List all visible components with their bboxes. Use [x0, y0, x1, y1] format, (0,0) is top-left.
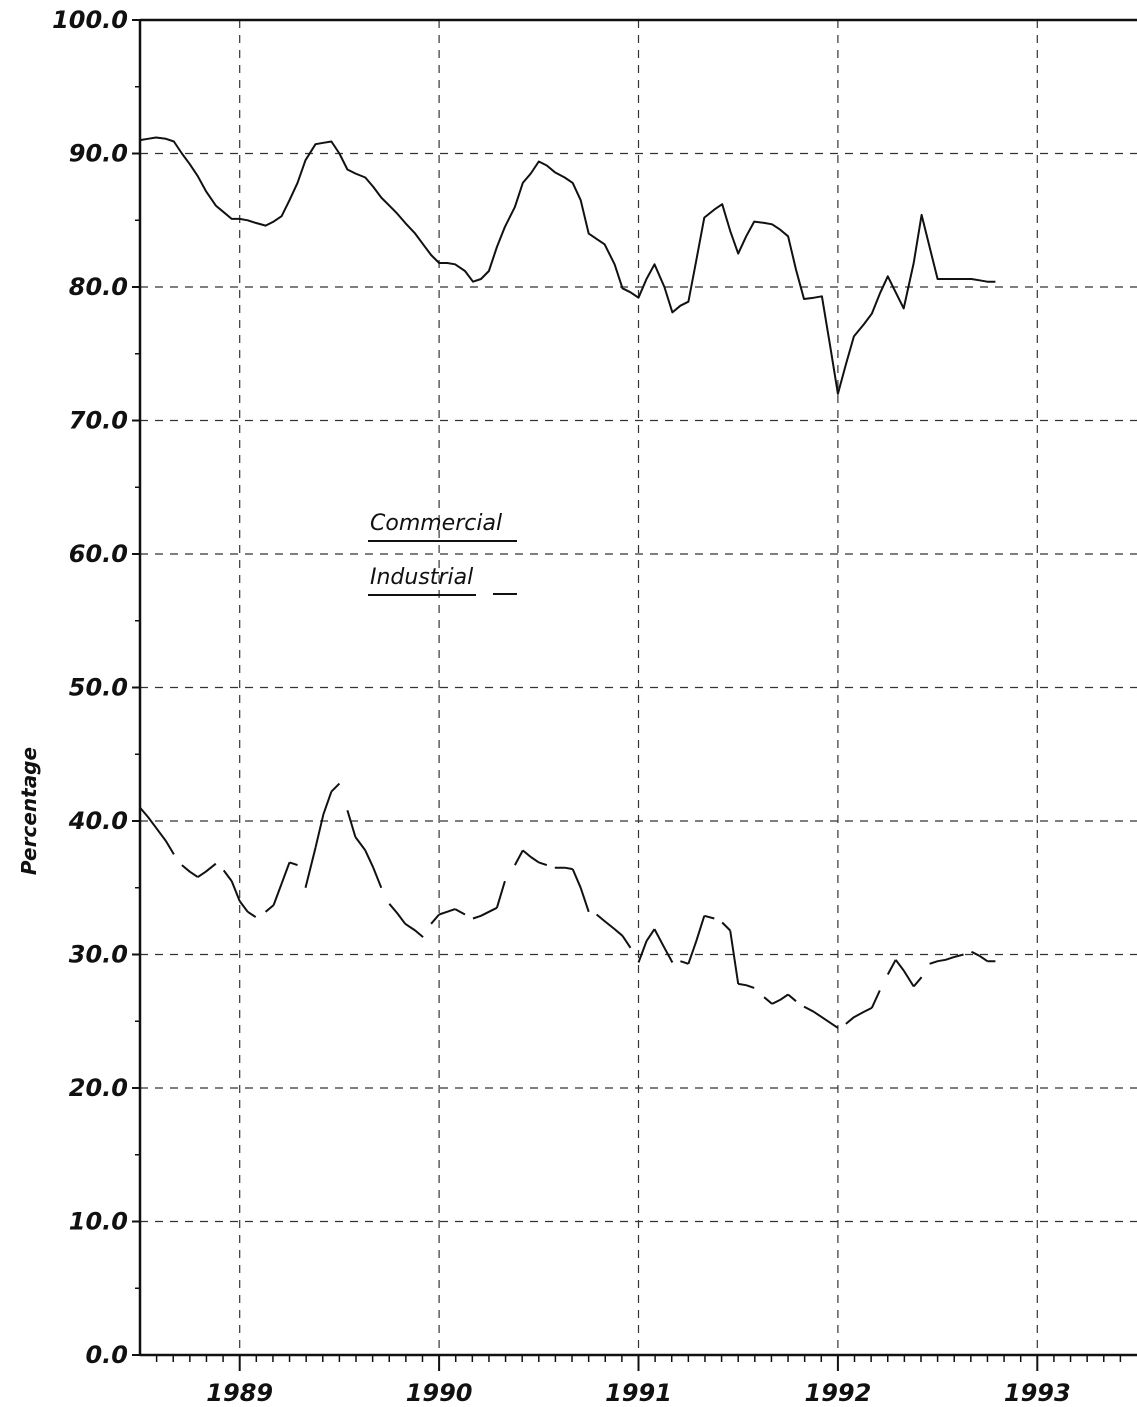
- axis-ticks: [132, 19, 1122, 1371]
- x-tick-label: 1989: [206, 1379, 273, 1407]
- y-tick-label: 30.0: [69, 941, 128, 969]
- y-tick-label: 40.0: [68, 807, 128, 835]
- x-tick-label: 1991: [605, 1379, 672, 1407]
- x-tick-label: 1990: [406, 1379, 473, 1407]
- y-tick-label: 100.0: [52, 6, 128, 34]
- series-line-commercial: [139, 136, 996, 395]
- y-tick-label: 60.0: [69, 540, 128, 568]
- legend: Commercial Industrial: [368, 511, 517, 596]
- y-tick-label: 80.0: [69, 273, 128, 301]
- x-tick-label: 1992: [805, 1379, 872, 1407]
- x-tick-label: 1993: [1004, 1379, 1071, 1407]
- y-tick-label: 10.0: [69, 1208, 128, 1236]
- legend-label-industrial: Industrial: [370, 565, 473, 590]
- x-tick-labels: 1989 1990 1991 1992 1993: [206, 1379, 1070, 1407]
- y-axis-title: Percentage: [17, 747, 41, 875]
- legend-label-commercial: Commercial: [370, 511, 502, 536]
- grid: [140, 20, 1137, 1355]
- y-tick-label: 50.0: [69, 674, 128, 702]
- y-tick-label: 90.0: [69, 140, 128, 168]
- series-lines: [139, 136, 996, 1029]
- y-tick-labels: 0.0 10.0 20.0 30.0 40.0 50.0 60.0 70.0 80.0 90.0 1…: [52, 6, 128, 1369]
- series-line-industrial: [139, 782, 996, 1029]
- y-tick-label: 70.0: [69, 407, 128, 435]
- y-tick-label: 20.0: [69, 1074, 128, 1102]
- y-tick-label: 0.0: [85, 1341, 128, 1369]
